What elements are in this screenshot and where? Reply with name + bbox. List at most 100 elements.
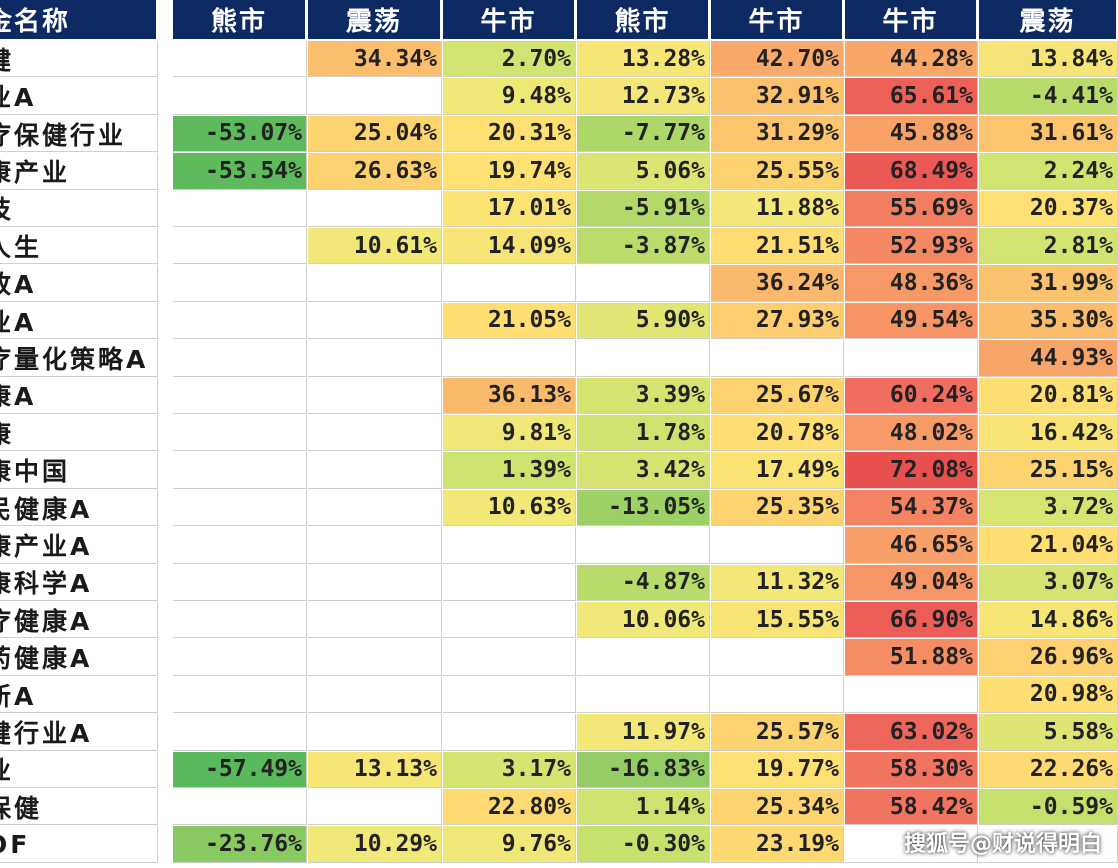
return-cell — [173, 265, 307, 302]
return-cell: 51.88% — [845, 639, 978, 676]
return-cell — [173, 228, 307, 265]
fund-name-cell: 康科学A — [0, 564, 158, 601]
header-col-4: 牛市 — [711, 0, 844, 39]
return-cell — [308, 377, 442, 414]
return-cell — [173, 714, 307, 751]
return-cell: 36.13% — [443, 377, 576, 414]
return-cell: 11.97% — [577, 714, 710, 751]
return-cell — [173, 190, 307, 227]
return-cell: 3.42% — [577, 452, 710, 489]
return-cell: 3.39% — [577, 377, 710, 414]
return-cell: 60.24% — [845, 377, 978, 414]
return-cell: 48.36% — [845, 265, 978, 302]
return-cell: 23.19% — [711, 826, 844, 863]
return-cell: 58.30% — [845, 751, 978, 788]
return-cell: 32.91% — [711, 78, 844, 115]
return-cell: 1.14% — [577, 789, 710, 826]
return-cell: 68.49% — [845, 153, 978, 190]
return-cell — [443, 527, 576, 564]
return-cell: 54.37% — [845, 489, 978, 527]
return-cell: 31.99% — [979, 265, 1118, 302]
return-cell: 12.73% — [577, 78, 710, 115]
return-cell — [577, 676, 710, 714]
return-cell: -16.83% — [577, 751, 710, 788]
return-cell — [308, 564, 442, 601]
return-cell: 10.63% — [443, 489, 576, 527]
return-cell — [577, 527, 710, 564]
return-cell — [173, 564, 307, 601]
return-cell: 3.07% — [979, 564, 1118, 601]
fund-name-cell: 疗保健行业 — [0, 115, 158, 153]
return-cell — [173, 639, 307, 676]
return-cell: 2.70% — [443, 41, 576, 78]
return-cell: 34.34% — [308, 41, 442, 78]
fund-name-cell: 业A — [0, 78, 158, 115]
return-cell — [173, 602, 307, 639]
return-cell: -0.30% — [577, 826, 710, 863]
fund-name-cell: 康A — [0, 377, 158, 414]
return-cell: 13.13% — [308, 751, 442, 788]
return-cell — [173, 78, 307, 115]
return-cell — [308, 639, 442, 676]
return-cell: 25.57% — [711, 714, 844, 751]
return-cell: 1.39% — [443, 452, 576, 489]
return-cell — [845, 826, 978, 863]
header-col-2: 牛市 — [443, 0, 576, 39]
return-cell — [711, 639, 844, 676]
return-cell: 35.30% — [979, 302, 1118, 340]
return-cell: 10.06% — [577, 602, 710, 639]
fund-name-cell: 改A — [0, 265, 158, 302]
fund-name-cell: 业A — [0, 302, 158, 340]
return-cell: -7.77% — [577, 115, 710, 153]
return-cell — [308, 78, 442, 115]
return-cell — [845, 340, 978, 377]
return-cell — [443, 564, 576, 601]
return-cell: 13.28% — [577, 41, 710, 78]
return-cell: 49.54% — [845, 302, 978, 340]
return-cell — [308, 527, 442, 564]
return-cell — [577, 265, 710, 302]
return-cell: 22.80% — [443, 789, 576, 826]
return-cell: -23.76% — [173, 826, 307, 863]
return-cell: -3.87% — [577, 228, 710, 265]
header-col-1: 震荡 — [308, 0, 442, 39]
return-cell — [173, 527, 307, 564]
return-cell: 21.51% — [711, 228, 844, 265]
return-cell: -53.07% — [173, 115, 307, 153]
return-cell: 36.24% — [711, 265, 844, 302]
return-cell: 17.49% — [711, 452, 844, 489]
return-cell: 2.24% — [979, 153, 1118, 190]
return-cell — [443, 340, 576, 377]
return-cell: 58.42% — [845, 789, 978, 826]
return-cell: -5.91% — [577, 190, 710, 227]
return-cell: 9.81% — [443, 415, 576, 452]
return-cell — [173, 676, 307, 714]
fund-name-cell: 人生 — [0, 228, 158, 265]
return-cell — [308, 602, 442, 639]
fund-name-cell: 康中国 — [0, 452, 158, 489]
return-cell: 25.55% — [711, 153, 844, 190]
return-cell: 20.37% — [979, 190, 1118, 227]
watermark: 搜狐号@财说得明白 — [903, 832, 1102, 857]
return-cell: 16.42% — [979, 415, 1118, 452]
return-cell: 1.78% — [577, 415, 710, 452]
return-cell: 21.04% — [979, 527, 1118, 564]
return-cell: 15.55% — [711, 602, 844, 639]
return-cell: -53.54% — [173, 153, 307, 190]
return-cell: 10.61% — [308, 228, 442, 265]
return-cell: 25.15% — [979, 452, 1118, 489]
return-cell — [173, 377, 307, 414]
return-cell: -13.05% — [577, 489, 710, 527]
return-cell: 20.78% — [711, 415, 844, 452]
return-cell: 14.09% — [443, 228, 576, 265]
return-cell: 31.61% — [979, 115, 1118, 153]
fund-name-cell: 民健康A — [0, 489, 158, 527]
return-cell: 49.04% — [845, 564, 978, 601]
return-cell — [443, 714, 576, 751]
fund-name-cell: 康 — [0, 415, 158, 452]
header-col-6: 震荡 — [979, 0, 1118, 39]
return-cell — [173, 41, 307, 78]
fund-name-cell: 健行业A — [0, 714, 158, 751]
return-cell: 5.90% — [577, 302, 710, 340]
return-cell — [443, 639, 576, 676]
